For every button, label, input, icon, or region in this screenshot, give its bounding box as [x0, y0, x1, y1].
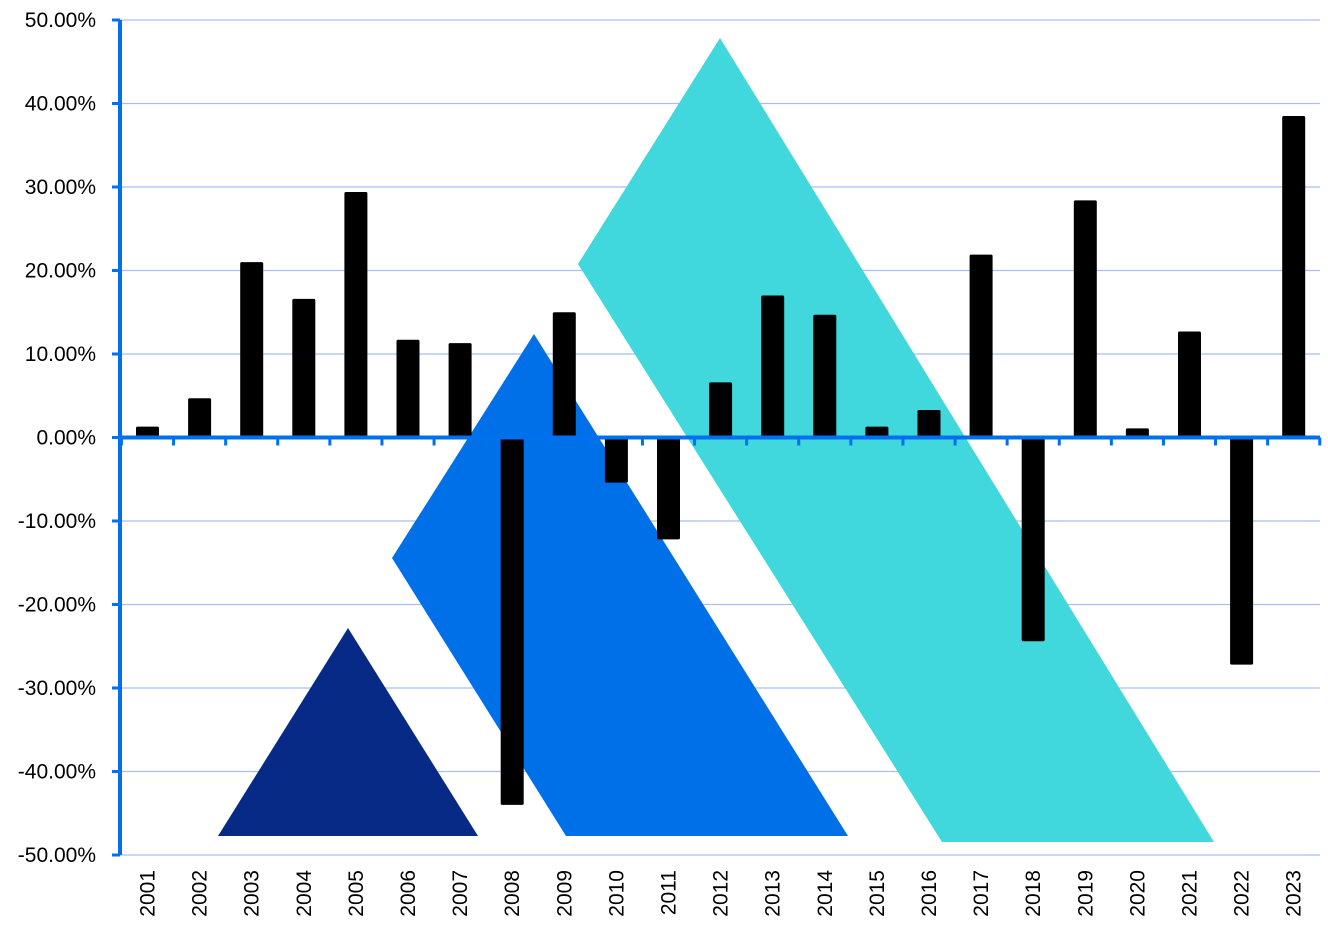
x-category-label-2023: 2023	[1283, 870, 1306, 917]
x-category-label-2016: 2016	[918, 870, 941, 917]
x-category-label-2007: 2007	[449, 870, 472, 917]
bar-2016	[917, 409, 941, 438]
y-axis-tick-labels: 50.00% 40.00% 30.00% 20.00% 10.00% 0.00% -10.0…	[18, 9, 96, 867]
bars	[136, 116, 1306, 805]
x-category-label-2003: 2003	[241, 870, 264, 917]
y-tick-label: 0.00%	[36, 427, 96, 450]
y-tick-label: -40.00%	[18, 761, 96, 784]
y-tick-label: -20.00%	[18, 594, 96, 617]
decorative-triangles	[218, 38, 1214, 842]
y-tick-label: -30.00%	[18, 677, 96, 700]
y-tick-label: 30.00%	[25, 176, 96, 199]
x-category-label-2022: 2022	[1231, 870, 1254, 917]
x-category-label-2002: 2002	[189, 870, 212, 917]
bar-2007	[448, 343, 472, 438]
bar-2004	[292, 298, 316, 438]
small-triangle-shape	[218, 628, 478, 836]
x-axis-category-labels: 2001 2002 2003 2004 2005 2006 2007 2008 2009 2010…	[137, 870, 1306, 917]
bar-2009	[552, 312, 576, 438]
bar-2010	[604, 437, 628, 483]
x-category-label-2004: 2004	[293, 870, 316, 917]
bar-2015	[865, 426, 889, 438]
axes	[112, 18, 1322, 857]
x-category-label-2009: 2009	[553, 870, 576, 917]
x-category-label-2019: 2019	[1074, 870, 1097, 917]
bar-2023	[1282, 116, 1306, 438]
x-category-label-2018: 2018	[1022, 870, 1045, 917]
y-tick-label: 50.00%	[25, 9, 96, 32]
x-category-label-2008: 2008	[501, 870, 524, 917]
bar-2014	[813, 314, 837, 438]
y-tick-label: -10.00%	[18, 510, 96, 533]
x-category-label-2020: 2020	[1126, 870, 1149, 917]
large-triangle-shape	[578, 38, 1214, 842]
bar-2002	[188, 398, 212, 438]
y-tick-label: -50.00%	[18, 844, 96, 867]
x-category-label-2013: 2013	[762, 870, 785, 917]
bar-2017	[969, 254, 993, 438]
x-category-label-2021: 2021	[1179, 870, 1202, 917]
x-category-label-2001: 2001	[137, 870, 160, 917]
bar-2008	[500, 437, 524, 805]
bar-2005	[344, 192, 368, 438]
x-category-label-2012: 2012	[710, 870, 733, 917]
bar-2003	[240, 262, 264, 438]
x-category-label-2014: 2014	[814, 870, 837, 917]
x-category-label-2015: 2015	[866, 870, 889, 917]
bar-2018	[1021, 437, 1045, 642]
bar-2001	[136, 426, 159, 438]
x-category-label-2010: 2010	[605, 870, 628, 917]
bar-2022	[1230, 437, 1254, 665]
bar-2011	[657, 437, 680, 540]
bar-2012	[709, 382, 733, 438]
x-category-label-2017: 2017	[970, 870, 993, 917]
x-category-label-2005: 2005	[345, 870, 368, 917]
bar-2013	[761, 295, 785, 438]
y-tick-label: 40.00%	[25, 93, 96, 116]
y-tick-label: 20.00%	[25, 260, 96, 283]
y-tick-label: 10.00%	[25, 343, 96, 366]
bar-2021	[1178, 331, 1201, 438]
bar-2006	[396, 339, 420, 438]
bar-2019	[1073, 200, 1097, 438]
x-category-label-2006: 2006	[397, 870, 420, 917]
bar-2020	[1125, 428, 1149, 438]
x-category-label-2011: 2011	[658, 870, 681, 915]
